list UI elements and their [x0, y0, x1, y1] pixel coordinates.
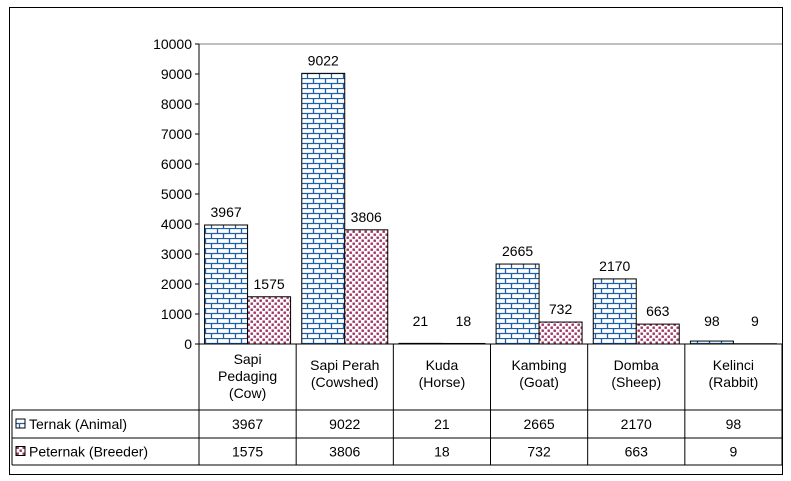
table-cell: 2170: [621, 416, 652, 432]
data-label: 2170: [599, 258, 630, 274]
bar-ternak: [495, 263, 540, 345]
y-tick-label: 2000: [161, 276, 192, 292]
category-label: Sapi Perah (Cowshed): [310, 357, 379, 390]
y-tick-label: 4000: [161, 216, 192, 232]
bar-peternak: [344, 229, 389, 345]
table-cell: 98: [726, 416, 742, 432]
table-cell: 2665: [524, 416, 555, 432]
chart-frame: 0 1000 2000 3000 4000 5000 6000 7000 8000 9000 100…: [9, 7, 783, 475]
data-label: 663: [646, 303, 670, 319]
y-tick-label: 9000: [161, 66, 192, 82]
data-label: 2665: [502, 243, 533, 259]
y-tick-label: 5000: [161, 186, 192, 202]
data-labels: 3967 9022 21 2665 2170 98 1575 3806 18 732 663 9: [211, 52, 760, 329]
data-label: 21: [413, 313, 429, 329]
data-table: Sapi Pedaging (Cow) Sapi Perah (Cowshed) Kuda…: [11, 343, 783, 466]
category-label: Kambing (Goat): [511, 357, 566, 390]
bar-peternak: [247, 296, 292, 345]
data-label: 98: [704, 313, 720, 329]
y-tick-label: 3000: [161, 246, 192, 262]
bar-peternak: [538, 321, 583, 345]
bars: [204, 72, 777, 345]
table-cell: 3967: [232, 416, 263, 432]
table-cell: 1575: [232, 444, 263, 460]
bar-ternak: [301, 72, 346, 345]
data-label: 3967: [211, 204, 242, 220]
data-label: 9: [751, 313, 759, 329]
bar-ternak: [204, 224, 249, 345]
data-label: 18: [456, 313, 472, 329]
table-cell: 732: [527, 444, 551, 460]
y-tick-label: 10000: [153, 36, 192, 52]
legend-swatch: [15, 418, 26, 429]
y-tick-label: 6000: [161, 156, 192, 172]
data-label: 9022: [308, 52, 339, 68]
legend-swatch: [15, 446, 26, 456]
bar-ternak: [592, 278, 637, 345]
category-label: Domba (Sheep): [611, 357, 661, 390]
category-label: Sapi Pedaging (Cow): [218, 351, 277, 401]
legend-label: Peternak (Breeder): [29, 444, 148, 460]
category-label: Kuda (Horse): [419, 357, 466, 390]
y-tick-label: 0: [184, 336, 192, 352]
y-tick-label: 1000: [161, 306, 192, 322]
y-tick-label: 8000: [161, 96, 192, 112]
y-axis: 0 1000 2000 3000 4000 5000 6000 7000 8000 9000 100…: [153, 36, 782, 352]
y-tick-label: 7000: [161, 126, 192, 142]
table-cell: 21: [434, 416, 450, 432]
table-cell: 9022: [329, 416, 360, 432]
legend-label: Ternak (Animal): [29, 416, 127, 432]
table-cell: 663: [625, 444, 649, 460]
category-label: Kelinci (Rabbit): [709, 357, 759, 390]
table-cell: 18: [434, 444, 450, 460]
data-label: 732: [549, 301, 573, 317]
table-cell: 3806: [329, 444, 360, 460]
data-label: 3806: [351, 209, 382, 225]
bar-peternak: [635, 323, 680, 345]
table-cell: 9: [730, 444, 738, 460]
bar-chart: 0 1000 2000 3000 4000 5000 6000 7000 8000 9000 100…: [11, 36, 783, 466]
data-label: 1575: [254, 276, 285, 292]
